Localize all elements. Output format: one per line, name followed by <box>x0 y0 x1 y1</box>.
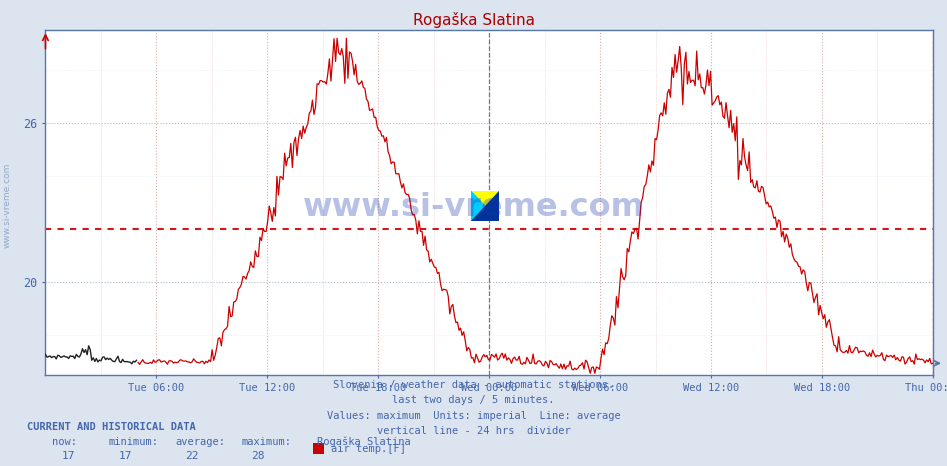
Polygon shape <box>471 191 499 221</box>
Text: last two days / 5 minutes.: last two days / 5 minutes. <box>392 395 555 405</box>
Text: 17: 17 <box>62 451 75 460</box>
Text: Rogaška Slatina: Rogaška Slatina <box>317 437 411 447</box>
Text: www.si-vreme.com: www.si-vreme.com <box>302 192 645 223</box>
Text: Values: maximum  Units: imperial  Line: average: Values: maximum Units: imperial Line: av… <box>327 411 620 420</box>
Text: 28: 28 <box>251 451 264 460</box>
Text: 17: 17 <box>118 451 132 460</box>
Text: 22: 22 <box>185 451 198 460</box>
Text: CURRENT AND HISTORICAL DATA: CURRENT AND HISTORICAL DATA <box>27 422 195 432</box>
Polygon shape <box>471 191 499 221</box>
Text: average:: average: <box>175 437 225 446</box>
Text: now:: now: <box>52 437 77 446</box>
Text: maximum:: maximum: <box>241 437 292 446</box>
Text: air temp.[F]: air temp.[F] <box>331 444 406 453</box>
Polygon shape <box>471 191 499 221</box>
Text: Rogaška Slatina: Rogaška Slatina <box>413 12 534 27</box>
Text: minimum:: minimum: <box>109 437 159 446</box>
Text: Slovenia / weather data - automatic stations.: Slovenia / weather data - automatic stat… <box>333 380 614 390</box>
Text: vertical line - 24 hrs  divider: vertical line - 24 hrs divider <box>377 426 570 436</box>
Text: www.si-vreme.com: www.si-vreme.com <box>2 162 11 248</box>
